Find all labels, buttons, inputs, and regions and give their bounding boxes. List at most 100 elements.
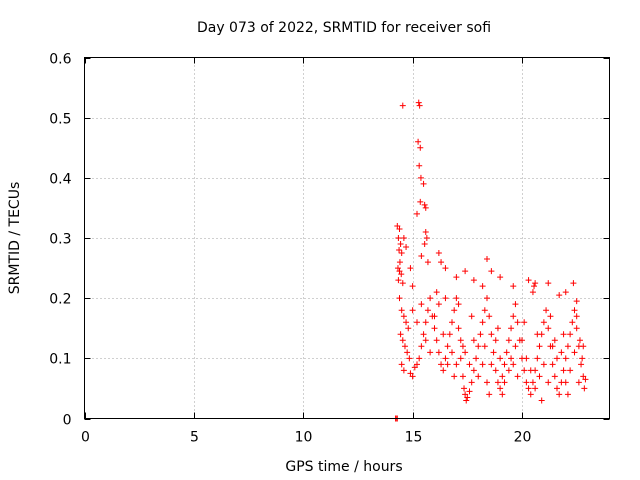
data-point [417, 198, 424, 205]
data-point [459, 343, 466, 350]
data-point [554, 385, 560, 392]
data-point [581, 385, 588, 392]
x-tick-label: 10 [295, 430, 313, 446]
data-point [560, 367, 567, 374]
data-point [510, 361, 517, 368]
x-axis-label: GPS time / hours [285, 459, 402, 475]
data-point [578, 361, 585, 368]
data-point [538, 397, 545, 404]
data-point [501, 361, 508, 368]
data-point [399, 337, 406, 344]
data-point [551, 373, 558, 380]
data-point [444, 343, 451, 350]
data-point [396, 295, 403, 302]
data-point [446, 331, 453, 338]
data-point [473, 355, 480, 362]
data-point [488, 268, 495, 275]
data-point [442, 265, 449, 272]
data-point [462, 391, 469, 398]
data-point [433, 337, 440, 344]
y-tick-label: 0.2 [49, 292, 71, 308]
data-point [582, 376, 589, 383]
data-point [427, 349, 434, 356]
data-point [486, 313, 493, 320]
data-point [397, 331, 404, 338]
data-points [392, 99, 589, 422]
y-tick-label: 0.5 [49, 112, 71, 128]
data-point [488, 331, 495, 338]
data-point [453, 295, 460, 302]
data-point [420, 331, 427, 338]
data-point [532, 280, 539, 287]
data-point [564, 391, 571, 398]
y-tick-label: 0.6 [49, 52, 71, 68]
data-point [405, 325, 412, 332]
data-point [475, 373, 482, 380]
data-point [508, 355, 515, 362]
data-point [407, 370, 414, 377]
data-point [527, 367, 534, 374]
data-point [455, 325, 462, 332]
data-point [424, 307, 431, 314]
data-point [547, 313, 554, 320]
y-axis-label: SRMTID / TECUs [7, 182, 23, 295]
data-point [579, 355, 586, 362]
data-point [562, 379, 569, 386]
data-point [396, 268, 403, 275]
data-point [416, 162, 423, 169]
data-point [512, 301, 519, 308]
x-tick-label: 15 [405, 430, 423, 446]
data-point [486, 391, 493, 398]
data-point [521, 319, 528, 326]
data-point [422, 228, 429, 235]
data-point [580, 343, 587, 350]
data-point [407, 265, 414, 272]
x-tick-label: 5 [190, 430, 199, 446]
data-point [466, 361, 473, 368]
data-point [396, 259, 403, 266]
data-point [508, 325, 515, 332]
data-point [519, 337, 525, 344]
data-point [401, 343, 408, 350]
data-point [466, 388, 473, 395]
data-point [505, 337, 512, 344]
data-point [571, 349, 578, 356]
data-point [569, 319, 576, 326]
data-point [540, 319, 547, 326]
data-point [431, 325, 438, 332]
data-point [484, 295, 490, 302]
data-point [455, 301, 462, 308]
data-point [398, 307, 405, 314]
data-point [514, 319, 521, 326]
data-point [558, 349, 565, 356]
data-point [494, 379, 501, 386]
data-point [398, 250, 405, 257]
chart-title: Day 073 of 2022, SRMTID for receiver sof… [197, 20, 491, 36]
data-point [418, 343, 425, 350]
data-point [414, 319, 420, 326]
data-point [529, 289, 536, 296]
data-point [512, 343, 519, 350]
data-point [396, 225, 403, 232]
data-point [414, 210, 420, 217]
data-point [536, 373, 543, 380]
y-tick-label: 0 [63, 413, 72, 429]
data-point [549, 343, 556, 350]
data-point [435, 250, 442, 257]
data-point [442, 295, 449, 302]
data-point [564, 343, 571, 350]
data-point [477, 331, 484, 338]
x-tick-label: 20 [514, 430, 532, 446]
data-point [396, 247, 403, 254]
data-point [549, 361, 556, 368]
data-point [560, 331, 567, 338]
data-point [567, 367, 574, 374]
data-point [570, 280, 577, 287]
data-point [556, 292, 563, 299]
data-point [545, 325, 552, 332]
data-point [525, 385, 532, 392]
data-point [575, 379, 582, 386]
data-point [404, 349, 411, 356]
data-point [529, 379, 536, 386]
data-point [431, 313, 438, 320]
